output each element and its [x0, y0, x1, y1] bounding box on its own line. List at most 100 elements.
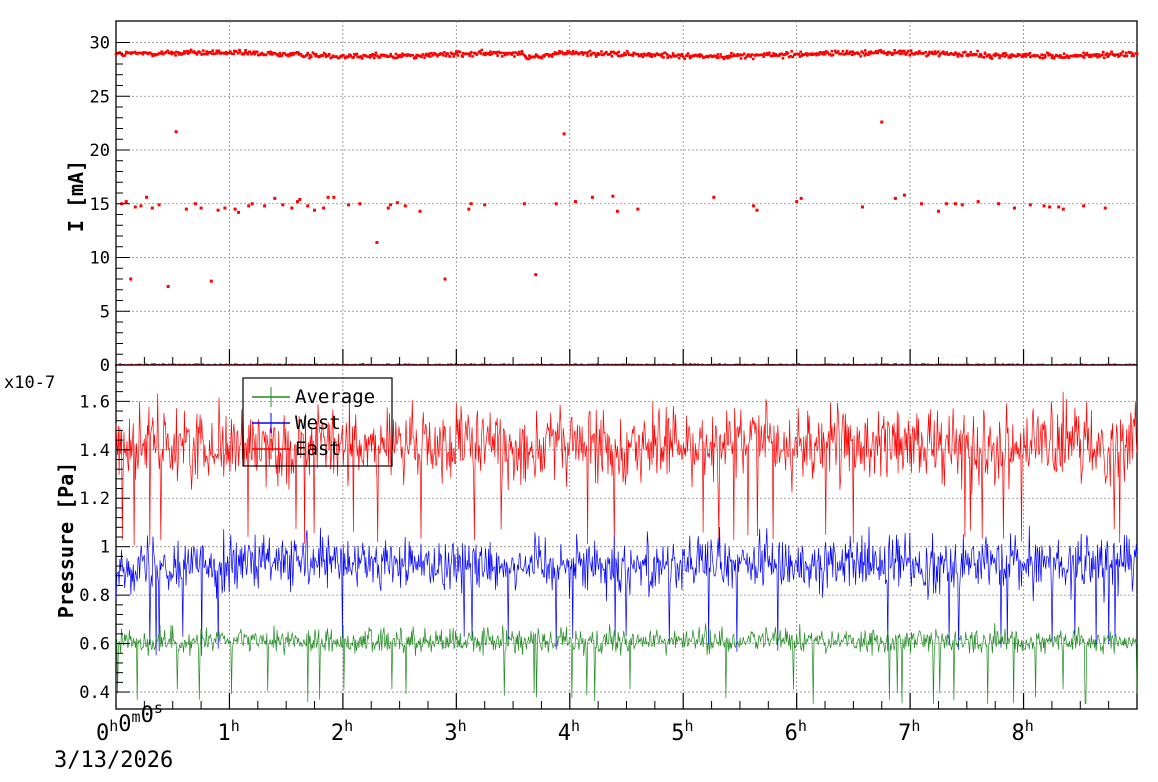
time-axis-hour-label: 2h — [331, 717, 353, 746]
current-data-point — [1062, 52, 1066, 56]
current-data-point — [297, 51, 300, 55]
current-data-point — [217, 49, 221, 53]
current-data-point — [1016, 52, 1020, 56]
current-data-point — [623, 51, 626, 55]
current-data-point — [675, 54, 678, 58]
current-data-point — [581, 53, 585, 56]
current-data-point — [215, 51, 219, 55]
current-data-point — [297, 53, 300, 56]
current-data-point — [1024, 55, 1028, 58]
current-data-point — [726, 56, 729, 60]
current-data-point — [679, 54, 683, 57]
current-data-point — [181, 52, 184, 55]
current-data-point — [985, 55, 989, 58]
current-data-point — [358, 202, 362, 206]
current-data-point — [1119, 53, 1123, 56]
current-data-point — [170, 52, 174, 56]
current-data-point — [237, 210, 241, 214]
current-data-point — [830, 49, 834, 53]
current-data-point — [846, 52, 850, 55]
current-data-point — [250, 202, 254, 206]
current-data-point — [225, 52, 228, 56]
current-data-point — [397, 55, 401, 58]
current-data-point — [540, 56, 544, 60]
current-data-point — [193, 202, 197, 206]
current-data-point — [236, 52, 240, 55]
current-data-point — [252, 50, 256, 53]
current-data-point — [321, 54, 325, 57]
current-data-point — [1081, 55, 1084, 58]
current-data-point — [772, 52, 775, 55]
current-data-point — [845, 51, 848, 55]
current-y-tick-label: 15 — [90, 195, 110, 215]
current-data-point — [791, 55, 795, 59]
current-data-point — [222, 51, 226, 55]
current-data-point — [568, 51, 572, 54]
current-data-point — [1131, 52, 1134, 55]
current-data-point — [306, 204, 310, 208]
current-data-point — [507, 51, 511, 55]
pressure-scale-factor: x10-7 — [4, 373, 55, 393]
current-data-point — [900, 49, 904, 53]
current-data-point — [483, 203, 487, 207]
current-data-point — [370, 54, 373, 58]
current-data-point — [1124, 51, 1128, 55]
current-data-point — [250, 52, 253, 56]
current-data-point — [131, 51, 135, 55]
current-data-point — [639, 54, 643, 57]
current-data-point — [1123, 54, 1127, 58]
current-data-point — [922, 51, 926, 55]
current-data-point — [1061, 207, 1065, 211]
current-data-point — [572, 52, 575, 55]
current-data-point — [598, 52, 601, 56]
current-data-point — [527, 57, 530, 61]
current-data-point — [915, 51, 918, 54]
current-data-point — [1055, 54, 1058, 58]
current-data-point — [1061, 56, 1064, 59]
current-data-point — [682, 55, 685, 59]
current-data-point — [184, 207, 188, 211]
current-data-point — [1002, 52, 1006, 55]
current-data-point — [863, 49, 867, 52]
current-data-point — [1024, 52, 1027, 56]
current-data-point — [1103, 206, 1107, 210]
current-data-point — [1028, 51, 1032, 55]
current-data-point — [141, 52, 145, 56]
current-data-point — [558, 51, 561, 55]
current-data-point — [1104, 53, 1107, 57]
current-data-point — [730, 55, 734, 58]
current-data-point — [234, 50, 238, 53]
current-data-point — [743, 56, 747, 60]
current-data-point — [456, 54, 460, 57]
pressure-y-axis: 0.4 0.6 0.8 1 1.2 1.4 1.6 — [79, 371, 130, 703]
current-data-point — [319, 54, 323, 57]
current-data-point — [712, 195, 716, 199]
current-data-point — [294, 51, 298, 55]
current-data-point — [455, 50, 458, 53]
current-data-point — [815, 53, 818, 57]
current-data-point — [545, 52, 548, 56]
current-data-point — [580, 50, 584, 54]
current-data-point — [159, 52, 163, 55]
current-data-point — [831, 53, 835, 57]
current-data-point — [420, 55, 423, 59]
current-data-point — [475, 53, 479, 56]
current-data-point — [909, 49, 913, 52]
current-data-point — [148, 51, 152, 55]
current-data-point — [622, 53, 626, 57]
time-axis-hour-label: 6h — [785, 717, 807, 746]
current-data-point — [669, 55, 673, 59]
current-data-point — [400, 55, 403, 59]
current-data-point — [257, 53, 260, 57]
current-data-point — [118, 51, 122, 54]
current-data-point — [1042, 204, 1046, 208]
current-data-point — [229, 51, 232, 54]
current-data-point — [805, 52, 808, 55]
current-data-point — [1082, 51, 1085, 55]
current-data-point — [1003, 55, 1007, 58]
current-data-point — [490, 52, 494, 56]
current-data-point — [423, 56, 426, 59]
current-data-point — [789, 54, 793, 58]
current-data-point — [444, 54, 448, 58]
